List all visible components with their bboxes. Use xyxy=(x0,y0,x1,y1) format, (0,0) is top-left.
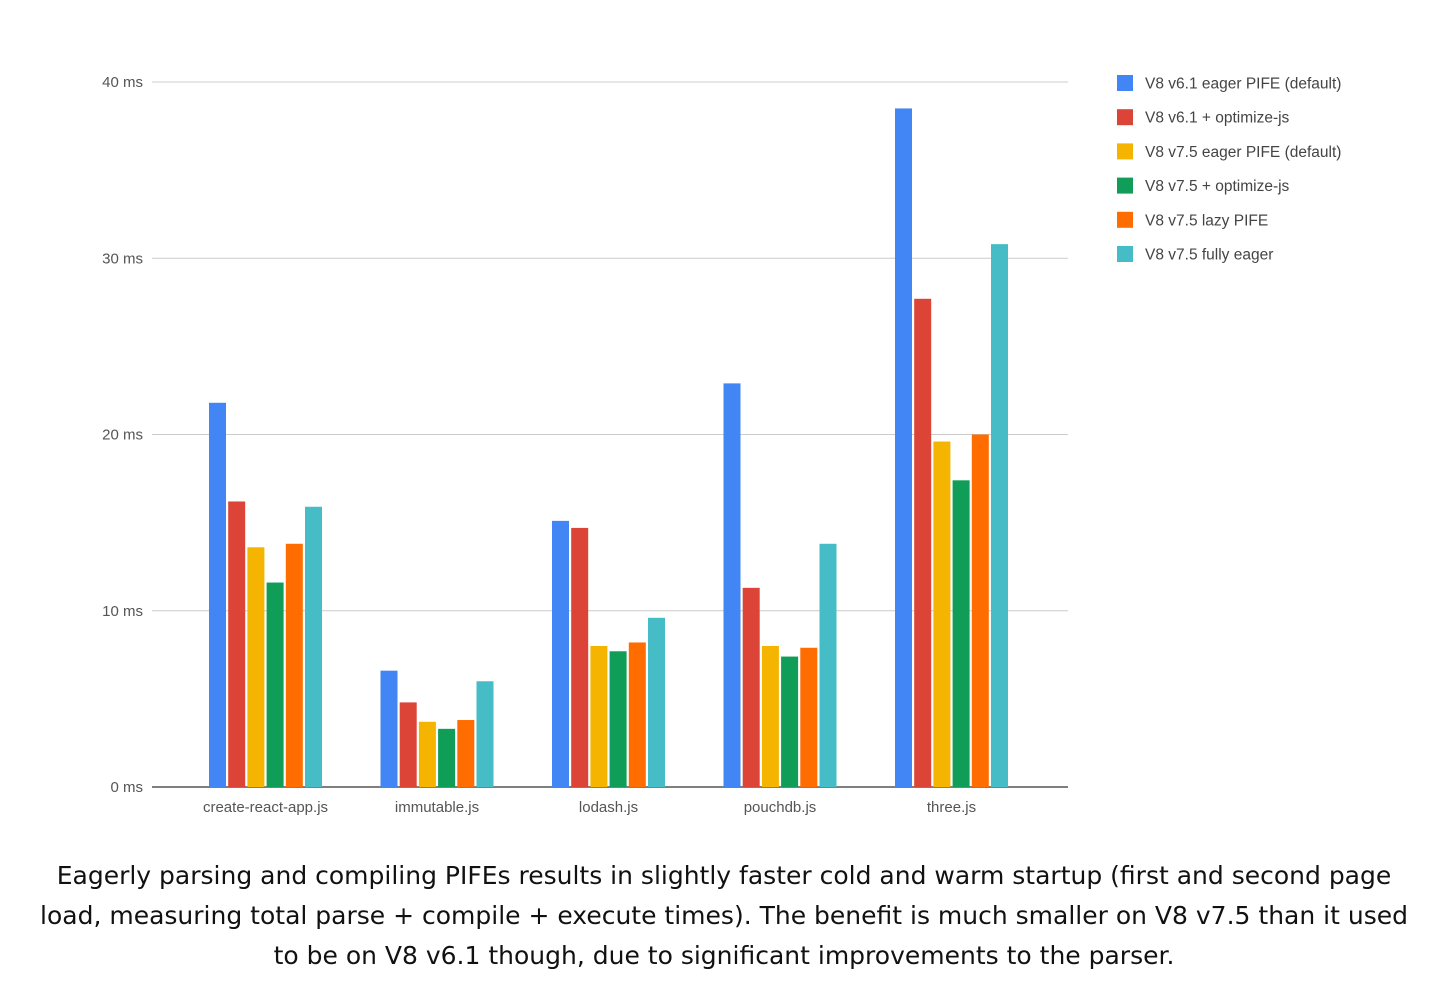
legend-label: V8 v7.5 fully eager xyxy=(1145,247,1273,264)
legend-swatch xyxy=(1117,177,1133,194)
bar xyxy=(761,646,779,787)
legend: V8 v6.1 eager PIFE (default) V8 v6.1 + op… xyxy=(1117,75,1341,264)
y-axis-tick-labels: 0 ms 10 ms 20 ms 30 ms 40 ms xyxy=(102,74,143,796)
bar xyxy=(819,543,837,787)
bar xyxy=(285,543,303,787)
bar xyxy=(742,587,760,787)
y-tick-label: 30 ms xyxy=(102,250,143,267)
y-tick-label: 0 ms xyxy=(110,779,143,796)
bar xyxy=(952,480,970,787)
legend-label: V8 v7.5 + optimize-js xyxy=(1145,178,1290,195)
bar xyxy=(914,298,932,787)
bar xyxy=(590,646,608,787)
bar xyxy=(991,244,1008,787)
bar xyxy=(247,547,265,787)
legend-swatch xyxy=(1117,109,1133,126)
bar-chart: 0 ms 10 ms 20 ms 30 ms 40 ms create-react-ap… xyxy=(102,74,1341,816)
y-tick-label: 40 ms xyxy=(102,74,143,91)
legend-swatch xyxy=(1117,75,1133,91)
bar xyxy=(305,506,322,787)
bar xyxy=(571,527,589,787)
bar xyxy=(399,702,417,787)
bar xyxy=(457,720,475,787)
x-tick-label: immutable.js xyxy=(395,799,479,816)
bar xyxy=(438,728,456,787)
bar xyxy=(648,617,665,787)
bar xyxy=(933,441,951,787)
legend-swatch xyxy=(1117,246,1133,262)
bar xyxy=(228,501,246,787)
y-tick-label: 20 ms xyxy=(102,427,143,444)
legend-label: V8 v7.5 eager PIFE (default) xyxy=(1145,144,1341,161)
bar xyxy=(628,642,646,787)
y-tick-label: 10 ms xyxy=(102,603,143,620)
x-tick-label: lodash.js xyxy=(579,799,638,816)
bar xyxy=(418,721,436,787)
bars xyxy=(209,108,1008,787)
bar xyxy=(609,651,627,787)
bar xyxy=(800,647,818,787)
bar xyxy=(266,582,284,787)
bar xyxy=(781,656,799,787)
x-tick-label: pouchdb.js xyxy=(744,799,817,816)
x-axis-tick-labels: create-react-app.js immutable.js lodash.js… xyxy=(203,799,976,816)
bar xyxy=(723,383,741,787)
bar xyxy=(209,402,226,787)
x-tick-label: three.js xyxy=(927,799,976,816)
bar xyxy=(476,681,494,787)
bar xyxy=(380,670,398,787)
legend-label: V8 v7.5 lazy PIFE xyxy=(1145,212,1268,229)
figure-caption: Eagerly parsing and compiling PIFEs resu… xyxy=(40,861,1408,970)
legend-label: V8 v6.1 + optimize-js xyxy=(1145,110,1290,127)
bar xyxy=(971,434,989,787)
legend-swatch xyxy=(1117,211,1133,228)
bar xyxy=(895,108,912,787)
x-tick-label: create-react-app.js xyxy=(203,799,328,816)
legend-label: V8 v6.1 eager PIFE (default) xyxy=(1145,76,1341,93)
legend-swatch xyxy=(1117,143,1133,160)
bar xyxy=(552,520,569,787)
